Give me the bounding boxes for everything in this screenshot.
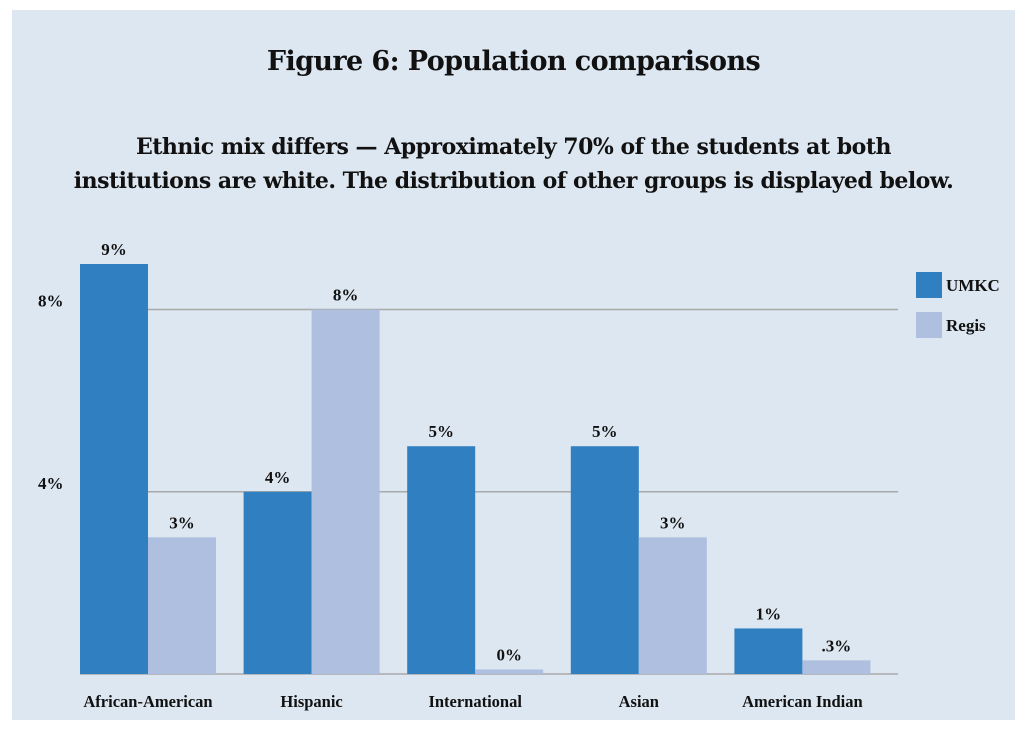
data-label-umkc-2: 5% [428, 422, 454, 441]
bar-regis-american-indian [802, 660, 871, 674]
data-label-umkc-1: 4% [265, 468, 291, 487]
data-label-regis-2: 0% [496, 645, 522, 664]
chart-subtitle: Ethnic mix differs — Approximately 70% o… [60, 130, 967, 198]
x-category-label-4: American Indian [742, 692, 863, 711]
data-label-umkc-4: 1% [756, 604, 782, 623]
y-tick-label-4%: 4% [38, 474, 64, 493]
legend-label-umkc: UMKC [946, 276, 1000, 295]
x-category-label-3: Asian [619, 692, 659, 711]
bar-umkc-hispanic [243, 491, 312, 674]
x-category-label-2: International [428, 692, 522, 711]
chart-title: Figure 6: Population comparisons [266, 46, 761, 77]
bar-umkc-asian [570, 446, 639, 674]
chart-subtitle-line-2: institutions are white. The distribution… [73, 168, 954, 194]
bar-regis-hispanic [311, 309, 380, 674]
bar-regis-asian [638, 537, 707, 674]
bar-regis-international [475, 669, 544, 674]
data-label-regis-3: 3% [660, 513, 686, 532]
legend-label-regis: Regis [946, 316, 986, 335]
bar-umkc-american-indian [734, 628, 803, 674]
y-tick-label-8%: 8% [38, 292, 64, 311]
data-label-regis-1: 8% [333, 286, 359, 305]
bar-regis-african-american [148, 537, 216, 674]
bar-umkc-african-american [80, 264, 148, 674]
x-category-label-1: Hispanic [280, 692, 342, 711]
data-label-umkc-3: 5% [592, 422, 618, 441]
bar-umkc-international [407, 446, 476, 674]
legend-swatch-umkc [916, 272, 942, 298]
legend-swatch-regis [916, 312, 942, 338]
chart-subtitle-line-1: Ethnic mix differs — Approximately 70% o… [136, 134, 891, 160]
data-label-regis-0: 3% [169, 513, 195, 532]
data-label-regis-4: .3% [822, 636, 852, 655]
data-label-umkc-0: 9% [101, 240, 127, 259]
x-category-label-0: African-American [83, 692, 212, 711]
